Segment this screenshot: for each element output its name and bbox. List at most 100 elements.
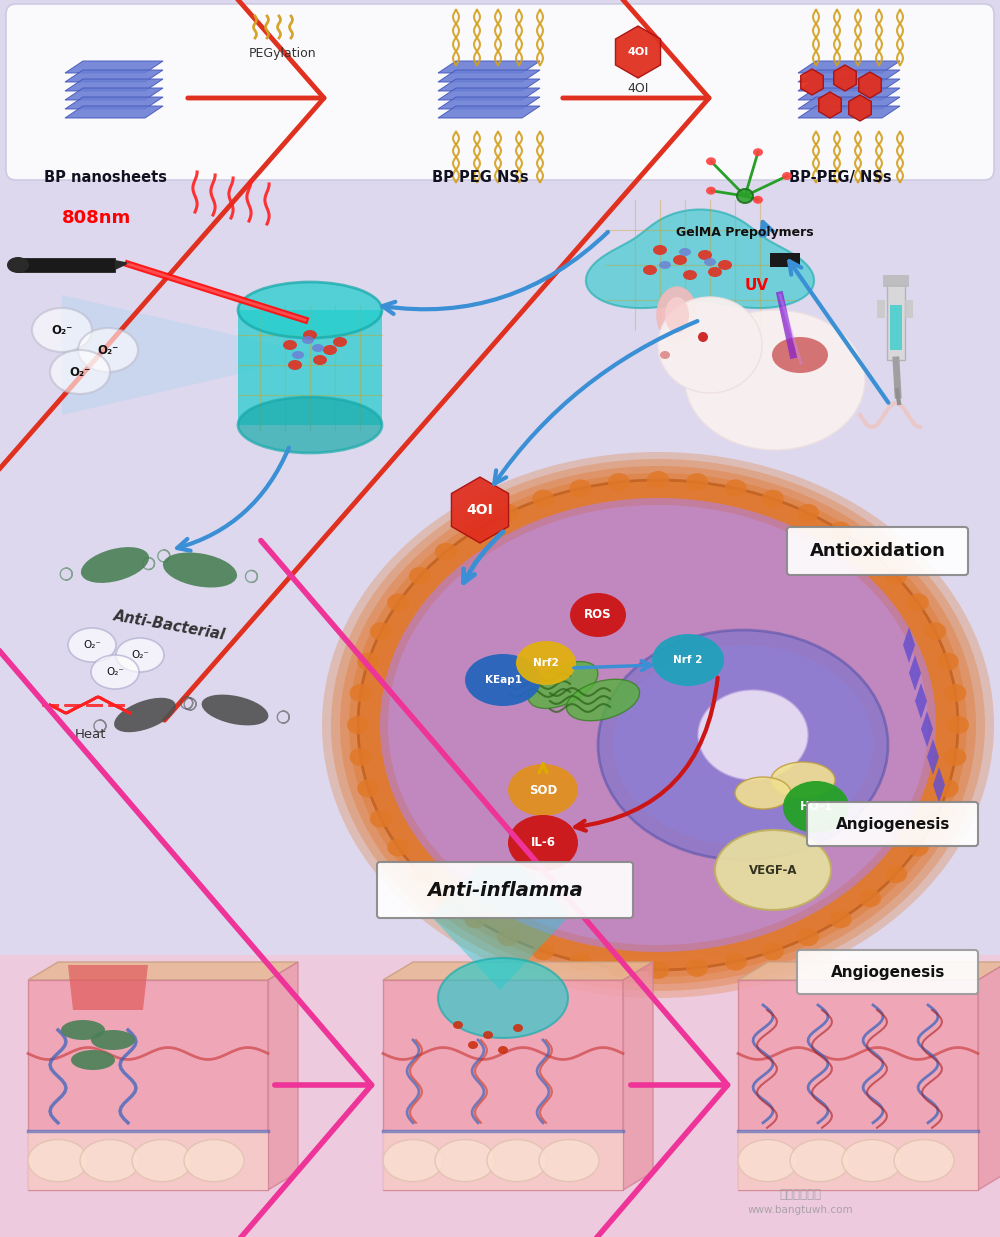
Text: 808nm: 808nm [62, 209, 131, 228]
Ellipse shape [184, 1139, 244, 1181]
Ellipse shape [718, 260, 732, 270]
Text: O₂⁻: O₂⁻ [97, 344, 119, 356]
Polygon shape [383, 980, 623, 1190]
Text: BP PEG NSs: BP PEG NSs [432, 169, 528, 186]
Ellipse shape [508, 815, 578, 871]
Text: ROS: ROS [584, 609, 612, 621]
Polygon shape [738, 980, 978, 1190]
Ellipse shape [340, 466, 976, 983]
Polygon shape [801, 69, 823, 95]
Ellipse shape [357, 653, 379, 670]
Polygon shape [438, 71, 540, 82]
FancyArrowPatch shape [0, 0, 324, 720]
Ellipse shape [539, 1139, 599, 1181]
Ellipse shape [652, 635, 724, 687]
Ellipse shape [302, 336, 314, 344]
Polygon shape [849, 95, 871, 121]
Text: PEGylation: PEGylation [249, 47, 317, 61]
Ellipse shape [907, 839, 929, 856]
Ellipse shape [944, 748, 966, 766]
Ellipse shape [830, 522, 852, 539]
Ellipse shape [685, 310, 865, 450]
Ellipse shape [132, 1139, 192, 1181]
Polygon shape [798, 61, 900, 73]
Ellipse shape [706, 157, 716, 166]
Text: O₂⁻: O₂⁻ [83, 640, 101, 649]
Ellipse shape [907, 594, 929, 611]
Ellipse shape [772, 336, 828, 374]
Polygon shape [28, 980, 268, 1190]
Polygon shape [65, 88, 163, 100]
Ellipse shape [388, 505, 928, 945]
Ellipse shape [435, 889, 457, 907]
Ellipse shape [532, 490, 554, 507]
Ellipse shape [468, 1042, 478, 1049]
Text: IL-6: IL-6 [530, 836, 556, 850]
Ellipse shape [725, 480, 747, 497]
Ellipse shape [657, 287, 697, 343]
Ellipse shape [409, 865, 431, 883]
Ellipse shape [658, 297, 762, 393]
Ellipse shape [114, 698, 176, 732]
Ellipse shape [924, 622, 946, 641]
Ellipse shape [613, 644, 873, 845]
Ellipse shape [947, 716, 969, 734]
Ellipse shape [706, 187, 716, 194]
Text: BP nanosheets: BP nanosheets [44, 169, 166, 186]
FancyBboxPatch shape [787, 527, 968, 575]
Ellipse shape [438, 957, 568, 1038]
Polygon shape [798, 106, 900, 118]
Text: Antioxidation: Antioxidation [810, 542, 946, 560]
Ellipse shape [679, 247, 691, 256]
Ellipse shape [738, 1139, 798, 1181]
Polygon shape [738, 962, 1000, 980]
Ellipse shape [453, 1021, 463, 1029]
Ellipse shape [91, 1030, 135, 1050]
Ellipse shape [80, 1139, 140, 1181]
Ellipse shape [643, 265, 657, 275]
Ellipse shape [312, 344, 324, 353]
Ellipse shape [387, 594, 409, 611]
Ellipse shape [331, 459, 985, 991]
Ellipse shape [508, 764, 578, 816]
Polygon shape [430, 915, 570, 990]
Text: Heat: Heat [74, 729, 106, 741]
Ellipse shape [292, 351, 304, 359]
Ellipse shape [370, 810, 392, 828]
Text: BP-PEG/ NSs: BP-PEG/ NSs [789, 169, 891, 186]
Ellipse shape [698, 250, 712, 260]
Ellipse shape [68, 628, 116, 662]
Ellipse shape [735, 777, 791, 809]
Ellipse shape [91, 656, 139, 689]
Ellipse shape [322, 452, 994, 998]
Text: Nrf2: Nrf2 [533, 658, 559, 668]
Ellipse shape [660, 351, 670, 359]
Text: HO-1: HO-1 [799, 800, 833, 814]
Ellipse shape [516, 641, 576, 685]
Text: Nrf 2: Nrf 2 [673, 656, 703, 666]
Ellipse shape [783, 781, 849, 833]
Polygon shape [451, 477, 509, 543]
Ellipse shape [885, 865, 907, 883]
Text: O₂⁻: O₂⁻ [106, 667, 124, 677]
Polygon shape [903, 627, 915, 663]
Polygon shape [438, 61, 540, 73]
Polygon shape [65, 79, 163, 92]
Polygon shape [859, 72, 881, 98]
Bar [0, 955, 1000, 1237]
Text: VEGF-A: VEGF-A [749, 863, 797, 877]
Ellipse shape [683, 270, 697, 280]
Ellipse shape [50, 350, 110, 395]
Ellipse shape [762, 943, 784, 960]
Ellipse shape [7, 257, 29, 273]
Polygon shape [798, 88, 900, 100]
Polygon shape [65, 106, 163, 118]
Polygon shape [238, 310, 382, 426]
Text: 4OI: 4OI [627, 82, 649, 95]
Polygon shape [770, 254, 800, 267]
Ellipse shape [383, 1139, 443, 1181]
Ellipse shape [283, 340, 297, 350]
Ellipse shape [61, 1021, 105, 1040]
FancyBboxPatch shape [797, 950, 978, 995]
Ellipse shape [303, 330, 317, 340]
